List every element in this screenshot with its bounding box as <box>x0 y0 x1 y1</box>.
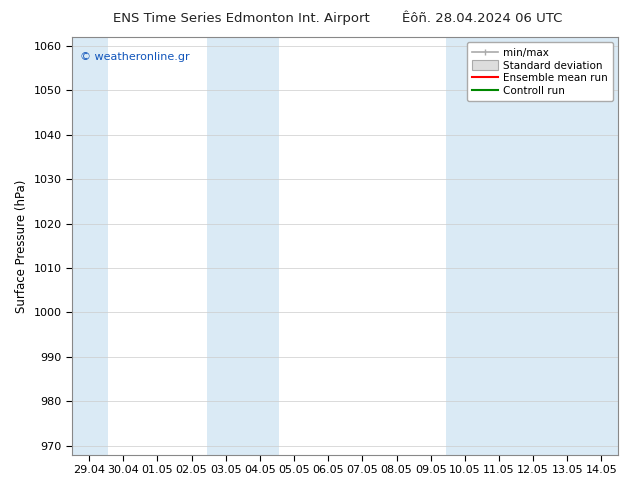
Bar <box>514 37 622 455</box>
Text: Êôñ. 28.04.2024 06 UTC: Êôñ. 28.04.2024 06 UTC <box>402 12 562 25</box>
Text: ENS Time Series Edmonton Int. Airport: ENS Time Series Edmonton Int. Airport <box>113 12 369 25</box>
Bar <box>72 37 108 455</box>
Bar <box>207 37 279 455</box>
Bar <box>446 37 518 455</box>
Y-axis label: Surface Pressure (hPa): Surface Pressure (hPa) <box>15 179 28 313</box>
Text: © weatheronline.gr: © weatheronline.gr <box>81 51 190 62</box>
Legend: min/max, Standard deviation, Ensemble mean run, Controll run: min/max, Standard deviation, Ensemble me… <box>467 42 613 101</box>
